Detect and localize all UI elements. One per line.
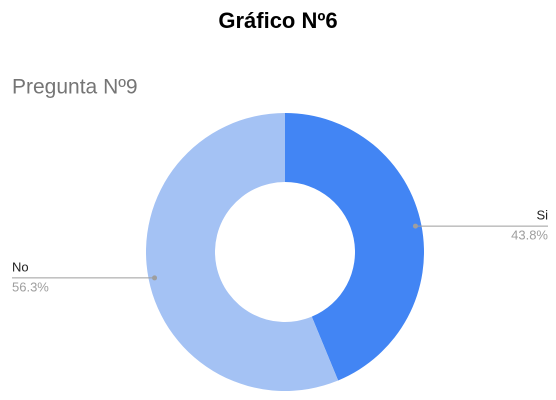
- leader-dot: [152, 275, 158, 281]
- slice-label: No: [12, 259, 29, 274]
- slice: [146, 113, 339, 391]
- slice: [285, 113, 425, 381]
- leader-dot: [412, 223, 418, 229]
- slice-label: Si: [536, 208, 548, 223]
- value-label: 56.3%: [12, 279, 49, 294]
- chart-subtitle: Pregunta Nº9: [12, 76, 138, 99]
- value-label: 43.8%: [511, 228, 548, 243]
- chart-title: Gráfico Nº6: [218, 8, 337, 33]
